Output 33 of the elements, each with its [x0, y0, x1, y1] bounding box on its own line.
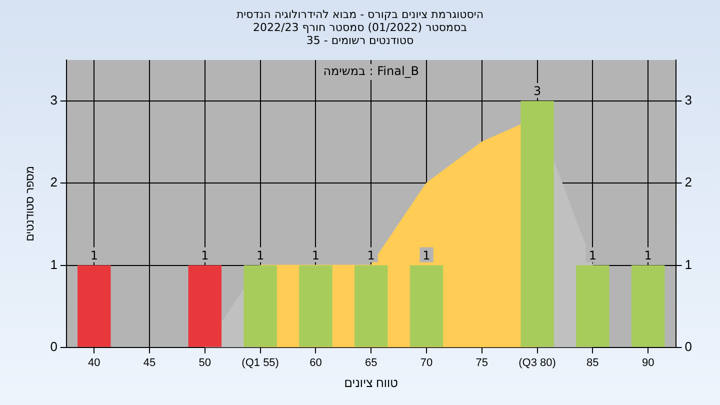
- data-label: 1: [588, 248, 596, 262]
- x-tick-label: 85: [586, 357, 599, 370]
- y-tick-label: 1: [50, 256, 58, 272]
- y-axis-title: מספר סטודנטים: [24, 166, 37, 242]
- x-tick-label: (Q1 55): [242, 357, 279, 370]
- chart-subtitle: בסמסטר (01/2022) סמסטר חורף 2022/23 סטודנטים רשומים - 35: [252, 21, 468, 47]
- x-tick-label: 40: [88, 357, 100, 370]
- y2-tick-label: 2: [684, 174, 692, 190]
- annotation: במשימה : Final_B: [323, 64, 420, 78]
- x-tick-label: 90: [642, 357, 654, 370]
- x-tick-label: 75: [476, 357, 488, 370]
- chart-title: היסטוגרמת ציונים בקורס - מבוא להידרולוגיה הנדסית: [235, 8, 485, 21]
- x-tick-label: 45: [143, 357, 156, 370]
- data-label: 1: [201, 248, 209, 262]
- x-tick-label: 70: [420, 357, 433, 370]
- x-tick-label: 50: [198, 357, 212, 370]
- x-axis-title: טווח ציונים: [344, 376, 398, 390]
- x-tick-label: (Q3 80): [518, 357, 556, 370]
- data-label: 1: [367, 248, 375, 262]
- y-tick-label: 3: [50, 92, 58, 108]
- data-label: 1: [312, 248, 320, 262]
- data-label: 3: [533, 84, 542, 98]
- y2-tick-label: 1: [684, 256, 692, 272]
- data-label: 1: [256, 248, 264, 262]
- y2-tick-label: 0: [684, 338, 692, 354]
- y-tick-label: 0: [50, 338, 58, 354]
- data-label: 1: [644, 248, 652, 262]
- y-tick-label: 2: [50, 174, 58, 190]
- x-tick-label: 60: [310, 357, 322, 370]
- data-label: 1: [90, 248, 98, 262]
- y2-tick-label: 3: [684, 92, 692, 108]
- x-tick-label: 65: [364, 357, 378, 370]
- data-label: 1: [422, 248, 430, 262]
